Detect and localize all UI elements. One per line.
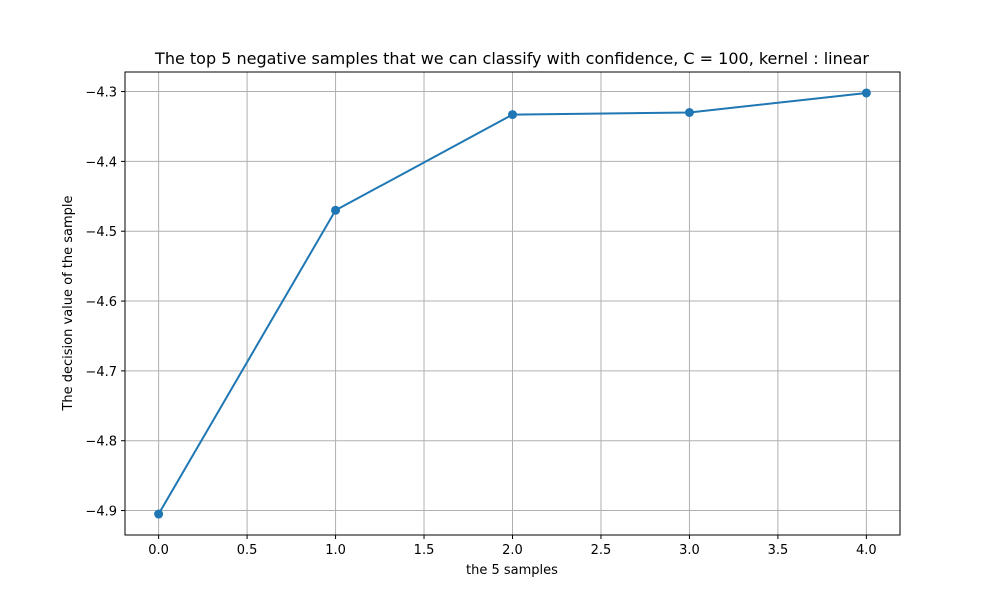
grid-layer	[125, 72, 900, 535]
x-tick-label: 1.0	[325, 543, 346, 558]
y-tick-label: −4.9	[85, 505, 117, 520]
data-point	[154, 509, 164, 519]
data-point	[331, 205, 341, 215]
x-tick-label: 4.0	[856, 543, 877, 558]
data-point	[508, 110, 517, 120]
data-point	[861, 88, 871, 98]
chart-title: The top 5 negative samples that we can c…	[154, 49, 869, 68]
x-tick-label: 2.5	[591, 543, 612, 558]
x-tick-label: 1.5	[414, 543, 435, 558]
x-tick-label: 0.0	[148, 543, 169, 558]
x-tick-label: 3.5	[768, 543, 789, 558]
y-tick-label: −4.3	[85, 86, 117, 101]
y-axis-title: The decision value of the sample	[61, 195, 76, 411]
y-tick-label: −4.4	[85, 155, 117, 170]
x-tick-label: 0.5	[237, 543, 258, 558]
tick-layer: 0.0 0.5 1.0 1.5 2.0 2.5 3.0 3.5 4.0 −4.9 −4.8 −4.7 −…	[85, 86, 876, 558]
y-tick-label: −4.7	[85, 365, 117, 380]
y-tick-label: −4.6	[85, 295, 117, 310]
y-tick-label: −4.8	[85, 435, 117, 450]
x-tick-label: 3.0	[679, 543, 700, 558]
y-tick-label: −4.5	[85, 225, 117, 240]
x-axis-title: the 5 samples	[466, 563, 558, 578]
series-layer	[154, 88, 871, 519]
x-tick-label: 2.0	[502, 543, 523, 558]
data-point	[684, 108, 694, 118]
